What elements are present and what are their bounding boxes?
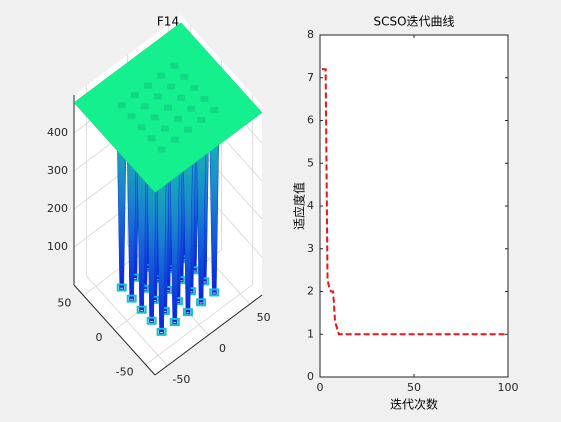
contour (159, 329, 165, 334)
dimple (144, 82, 153, 89)
contour (116, 283, 127, 292)
contour (169, 318, 180, 326)
y-axis-label: 适应度值 (292, 182, 307, 230)
axis-line (154, 294, 263, 376)
dimple (170, 136, 179, 143)
contour (119, 285, 125, 290)
z-tick-label: 100 (47, 240, 68, 253)
dimple (190, 84, 199, 91)
x-axis-label: 迭代次数 (390, 397, 438, 412)
dimple (157, 146, 166, 153)
x-tick-label: -50 (172, 373, 190, 386)
contour (209, 288, 220, 297)
x-tick-label: 0 (219, 342, 226, 355)
dimple (167, 83, 176, 90)
dimple (170, 62, 179, 69)
dimple (173, 115, 182, 122)
y-tick-label: -50 (116, 366, 134, 379)
dimple (150, 114, 159, 121)
dimple (187, 105, 196, 112)
z-tick-label: 400 (47, 126, 68, 139)
y-tick-label: 50 (57, 296, 71, 309)
contour (146, 316, 157, 325)
y-tick-label: 4 (307, 199, 314, 212)
z-tick-label: 200 (47, 202, 68, 215)
plot-area (319, 34, 509, 378)
contour (196, 298, 207, 307)
line (321, 68, 508, 336)
chart-title: F14 (157, 15, 179, 29)
chart-title: SCSO迭代曲线 (373, 15, 454, 29)
dimple (147, 135, 156, 142)
contour (182, 308, 193, 317)
dimple (180, 73, 189, 80)
y-tick-label: 0 (96, 331, 103, 344)
dimple (210, 107, 219, 114)
contour (149, 318, 155, 323)
contour (198, 300, 204, 305)
grid-line (145, 284, 253, 366)
y-tick-label: 5 (307, 156, 314, 169)
dimple (197, 116, 206, 123)
contour (129, 296, 135, 301)
y-tick-label: 1 (307, 327, 314, 340)
dimple (160, 125, 169, 132)
dimple (200, 95, 209, 102)
contour (126, 294, 137, 303)
dimple (117, 102, 126, 109)
y-tick-label: 6 (307, 114, 314, 127)
dimple (130, 92, 139, 99)
contour (185, 310, 191, 315)
contour (139, 307, 145, 312)
x-tick-label: 50 (407, 381, 421, 394)
y-tick-label: 7 (307, 71, 314, 84)
x-tick-label: 0 (317, 381, 324, 394)
y-tick-label: 2 (307, 285, 314, 298)
contour (211, 290, 217, 295)
dimple (127, 113, 136, 120)
axis-line (73, 284, 156, 376)
y-tick-label: 0 (307, 370, 314, 383)
dimple (154, 93, 163, 100)
contour (136, 305, 147, 314)
y-tick-label: 3 (307, 242, 314, 255)
dimple (177, 94, 186, 101)
dimple (137, 124, 146, 131)
z-tick-label: 300 (47, 164, 68, 177)
x-tick-label: 50 (257, 311, 271, 324)
dimple (157, 72, 166, 79)
contour (156, 327, 167, 336)
dimple (140, 103, 149, 110)
dimple (183, 126, 192, 133)
dimple (164, 104, 172, 111)
y-tick-label: 8 (307, 28, 314, 41)
x-tick-label: 100 (498, 381, 519, 394)
contour (172, 320, 178, 324)
